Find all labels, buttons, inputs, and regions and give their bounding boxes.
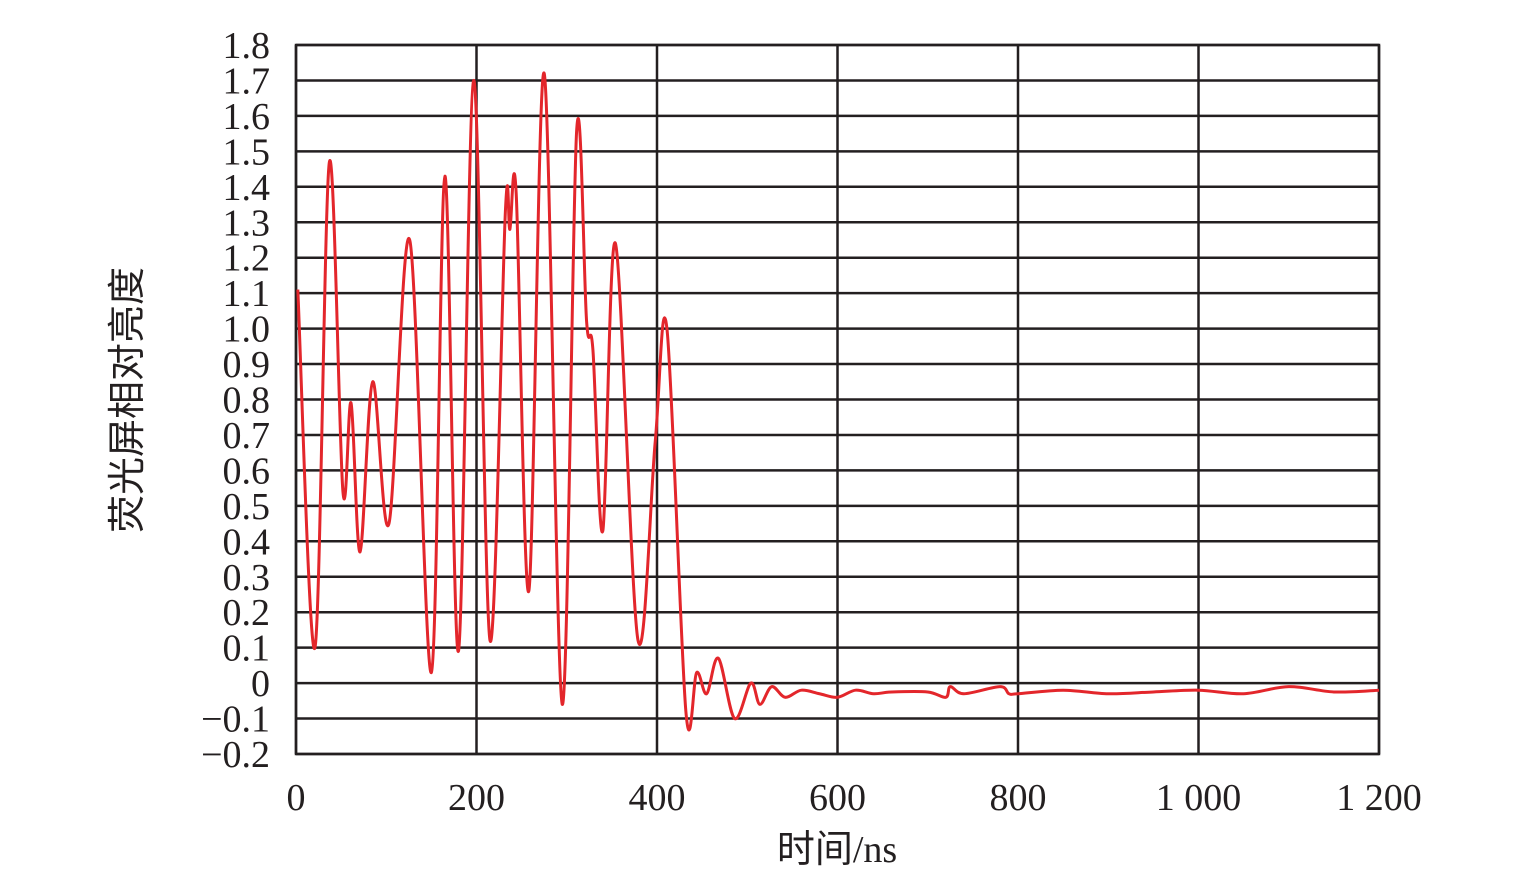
- x-tick-label: 800: [990, 777, 1047, 819]
- x-tick-label: 200: [448, 777, 505, 819]
- y-tick-label: 0.5: [223, 486, 271, 528]
- y-tick-label: 0.1: [223, 628, 271, 670]
- x-tick-label: 1 200: [1336, 777, 1422, 819]
- y-tick-label: 0.3: [223, 557, 271, 599]
- x-tick-label: 400: [629, 777, 686, 819]
- y-tick-label: 0.6: [223, 450, 271, 492]
- y-tick-label: 1.8: [223, 25, 271, 67]
- y-tick-label: 1.1: [223, 273, 271, 315]
- y-tick-label: 1.5: [223, 131, 271, 173]
- y-tick-label: 0.8: [223, 380, 271, 422]
- y-tick-label: 0.4: [223, 521, 271, 563]
- y-tick-label: 1.7: [223, 60, 271, 102]
- y-tick-label: 1.6: [223, 96, 271, 138]
- y-tick-label: 1.2: [223, 238, 271, 280]
- x-tick-label: 0: [287, 777, 306, 819]
- plot-frame: [294, 43, 1381, 756]
- y-tick-label: 1.3: [223, 202, 271, 244]
- y-tick-label: 0: [251, 663, 270, 705]
- y-tick-label: −0.2: [201, 734, 270, 776]
- y-tick-label: 0.2: [223, 592, 271, 634]
- y-tick-label: 0.7: [223, 415, 271, 457]
- y-axis-label: 荧光屏相对亮度: [107, 267, 149, 533]
- x-tick-label: 1 000: [1156, 777, 1242, 819]
- y-tick-label: −0.1: [201, 699, 270, 741]
- y-tick-label: 1.0: [223, 309, 271, 351]
- data-line: [296, 71, 1380, 732]
- x-axis-label: 时间/ns: [777, 829, 897, 871]
- x-tick-label: 600: [809, 777, 866, 819]
- y-tick-label: 1.4: [223, 167, 271, 209]
- y-tick-label: 0.9: [223, 344, 271, 386]
